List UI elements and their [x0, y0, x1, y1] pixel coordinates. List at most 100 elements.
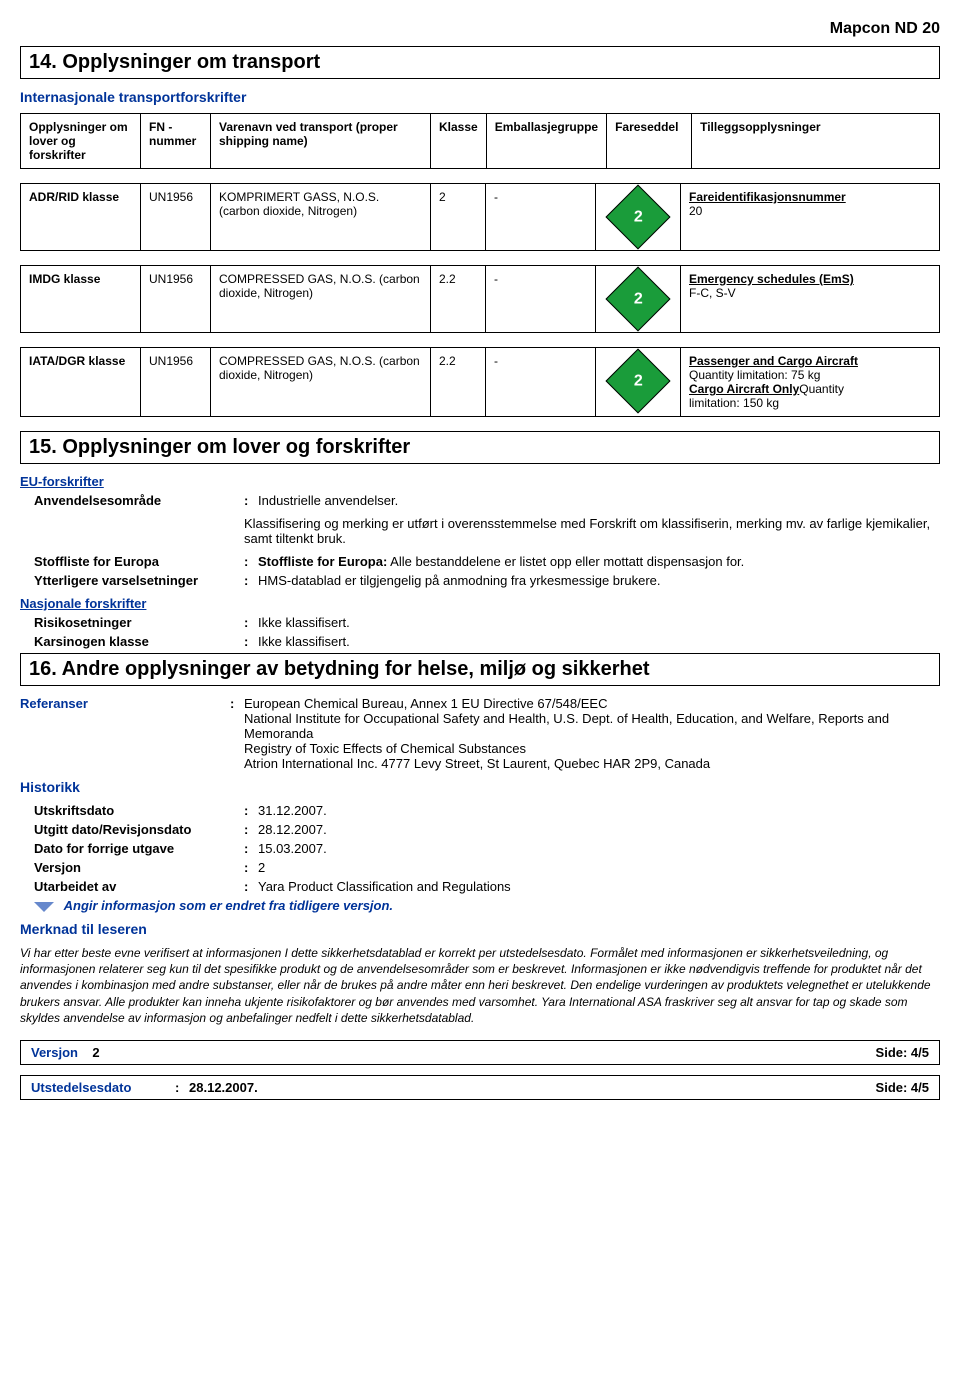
section-15-box: 15. Opplysninger om lover og forskrifter: [20, 431, 940, 464]
colon: :: [244, 879, 258, 894]
footer-utstedelse-value: 28.12.2007.: [189, 1080, 258, 1095]
colon: :: [244, 841, 258, 856]
utarbeidet-label: Utarbeidet av: [34, 879, 244, 894]
ref-line-4: Atrion International Inc. 4777 Levy Stre…: [244, 756, 940, 771]
historikk-label: Historikk: [20, 779, 940, 795]
colon: :: [244, 554, 258, 569]
adr-class: 2: [431, 184, 486, 251]
iata-un: UN1956: [141, 348, 211, 417]
colon: :: [230, 696, 244, 771]
imdg-extra: Emergency schedules (EmS) F-C, S-V: [681, 266, 940, 333]
imdg-pg: -: [486, 266, 596, 333]
iata-l1: Passenger and Cargo Aircraft: [689, 354, 858, 368]
ytterligere-label: Ytterligere varselsetninger: [34, 573, 244, 588]
colon: :: [244, 860, 258, 875]
iata-l2: Quantity limitation: 75 kg: [689, 368, 820, 382]
anvendelse-label: Anvendelsesområde: [34, 493, 244, 508]
transport-row-adr: ADR/RID klasse UN1956 KOMPRIMERT GASS, N…: [20, 183, 940, 251]
anvendelse-value: Industrielle anvendelser.: [258, 493, 940, 508]
footer-versjon-box: Versjon 2 Side: 4/5: [20, 1040, 940, 1065]
imdg-extra-val: F-C, S-V: [689, 286, 736, 300]
klassifisering-para: Klassifisering og merking er utført i ov…: [244, 516, 940, 546]
forrige-label: Dato for forrige utgave: [34, 841, 244, 856]
ref-line-1: European Chemical Bureau, Annex 1 EU Dir…: [244, 696, 940, 711]
th-regulation: Opplysninger om lover og forskrifter: [21, 114, 141, 169]
ref-line-2: National Institute for Occupational Safe…: [244, 711, 940, 741]
iata-pg: -: [486, 348, 596, 417]
adr-label: ADR/RID klasse: [21, 184, 141, 251]
imdg-label: IMDG klasse: [21, 266, 141, 333]
footer-utstedelse-label: Utstedelsesdato: [31, 1080, 131, 1095]
hazard-diamond-icon: 2: [605, 348, 670, 413]
triangle-icon: [34, 902, 54, 912]
imdg-hazard: 2: [596, 266, 681, 333]
colon: :: [244, 822, 258, 837]
section-15-title: 15. Opplysninger om lover og forskrifter: [29, 436, 931, 459]
ref-line-3: Registry of Toxic Effects of Chemical Su…: [244, 741, 940, 756]
colon: :: [244, 573, 258, 588]
referanser-label: Referanser: [20, 696, 230, 771]
footer-colon: :: [175, 1080, 179, 1095]
colon: :: [244, 493, 258, 508]
transport-header-table: Opplysninger om lover og forskrifter FN …: [20, 113, 940, 169]
risiko-value: Ikke klassifisert.: [258, 615, 940, 630]
adr-extra-val: 20: [689, 204, 702, 218]
section-16-box: 16. Andre opplysninger av betydning for …: [20, 653, 940, 686]
adr-un: UN1956: [141, 184, 211, 251]
th-hazard: Fareseddel: [607, 114, 692, 169]
iata-name: COMPRESSED GAS, N.O.S. (carbon dioxide, …: [211, 348, 431, 417]
imdg-class: 2.2: [431, 266, 486, 333]
nasjonale-label: Nasjonale forskrifter: [20, 596, 940, 611]
stoffliste-text: Alle bestanddelene er listet opp eller m…: [387, 554, 744, 569]
endret-note: Angir informasjon som er endret fra tidl…: [64, 898, 393, 913]
risiko-label: Risikosetninger: [34, 615, 244, 630]
iata-l3b: Cargo Aircraft Only: [689, 382, 799, 396]
karsinogen-label: Karsinogen klasse: [34, 634, 244, 649]
iata-l3t: Quantity: [799, 382, 844, 396]
iata-extra: Passenger and Cargo Aircraft Quantity li…: [681, 348, 940, 417]
doc-title: Mapcon ND 20: [20, 20, 940, 38]
iata-label: IATA/DGR klasse: [21, 348, 141, 417]
utarbeidet-value: Yara Product Classification and Regulati…: [258, 879, 940, 894]
iata-class: 2.2: [431, 348, 486, 417]
colon: :: [244, 634, 258, 649]
colon: :: [244, 803, 258, 818]
utgitt-label: Utgitt dato/Revisjonsdato: [34, 822, 244, 837]
footer-versjon-label: Versjon: [31, 1045, 78, 1060]
forrige-value: 15.03.2007.: [258, 841, 940, 856]
th-name: Varenavn ved transport (proper shipping …: [211, 114, 431, 169]
transport-row-iata: IATA/DGR klasse UN1956 COMPRESSED GAS, N…: [20, 347, 940, 417]
merknad-label: Merknad til leseren: [20, 921, 940, 937]
section-14-box: 14. Opplysninger om transport: [20, 46, 940, 79]
footer-side-1: Side: 4/5: [876, 1045, 929, 1060]
section-16-title: 16. Andre opplysninger av betydning for …: [29, 658, 931, 681]
stoffliste-value: Stoffliste for Europa: Alle bestanddelen…: [258, 554, 940, 569]
diamond-number: 2: [634, 290, 643, 308]
imdg-name: COMPRESSED GAS, N.O.S. (carbon dioxide, …: [211, 266, 431, 333]
th-un: FN - nummer: [141, 114, 211, 169]
utskrift-label: Utskriftsdato: [34, 803, 244, 818]
transport-row-imdg: IMDG klasse UN1956 COMPRESSED GAS, N.O.S…: [20, 265, 940, 333]
utskrift-value: 31.12.2007.: [258, 803, 940, 818]
adr-hazard: 2: [596, 184, 681, 251]
section-14-subtitle: Internasjonale transportforskrifter: [20, 89, 940, 105]
versjon16-value: 2: [258, 860, 940, 875]
stoffliste-prefix: Stoffliste for Europa:: [258, 554, 387, 569]
adr-pg: -: [486, 184, 596, 251]
th-pg: Emballasjegruppe: [486, 114, 606, 169]
imdg-un: UN1956: [141, 266, 211, 333]
footer-utstedelse-box: Utstedelsesdato : 28.12.2007. Side: 4/5: [20, 1075, 940, 1100]
referanser-value: European Chemical Bureau, Annex 1 EU Dir…: [244, 696, 940, 771]
footer-side-2: Side: 4/5: [876, 1080, 929, 1095]
ytterligere-value: HMS-datablad er tilgjengelig på anmodnin…: [258, 573, 940, 588]
utgitt-value: 28.12.2007.: [258, 822, 940, 837]
hazard-diamond-icon: 2: [605, 266, 670, 331]
footer-versjon-value: 2: [92, 1045, 99, 1060]
karsinogen-value: Ikke klassifisert.: [258, 634, 940, 649]
versjon16-label: Versjon: [34, 860, 244, 875]
th-extra: Tilleggsopplysninger: [692, 114, 940, 169]
th-class: Klasse: [431, 114, 487, 169]
eu-forskrifter-label: EU-forskrifter: [20, 474, 940, 489]
adr-extra-title: Fareidentifikasjonsnummer: [689, 190, 846, 204]
section-14-title: 14. Opplysninger om transport: [29, 51, 931, 74]
